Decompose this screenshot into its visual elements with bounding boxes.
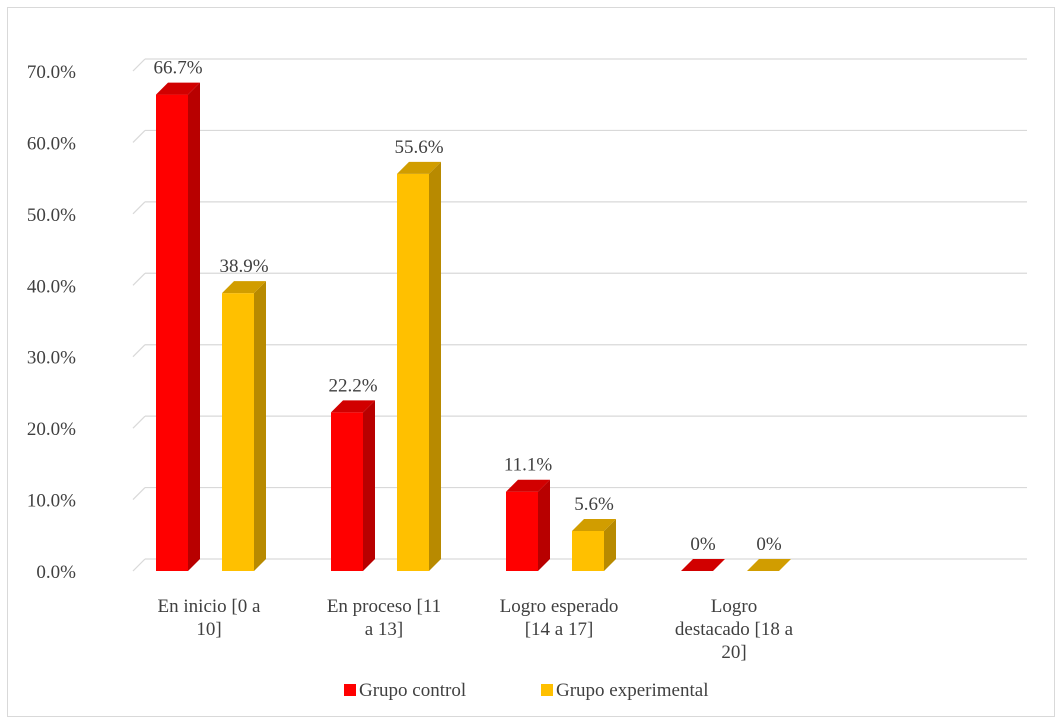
category-label-line: a 13]: [365, 619, 404, 640]
bar: [681, 559, 725, 571]
legend-swatch: [541, 684, 553, 696]
category-label: En proceso [11 a 13]: [327, 596, 441, 640]
gridlines: [132, 58, 1027, 572]
gridline-diagonal: [132, 130, 146, 143]
bar-top: [572, 519, 616, 531]
category-label-line: [14 a 17]: [525, 619, 594, 640]
bar-top: [331, 400, 375, 413]
y-tick-label: 50.0%: [27, 205, 76, 226]
category-label-line: En proceso [11: [327, 596, 441, 617]
bar-top: [397, 161, 441, 174]
data-label: 0%: [756, 534, 782, 555]
y-tick-label: 30.0%: [27, 348, 76, 369]
gridline-diagonal: [132, 344, 146, 358]
y-tick-label: 60.0%: [27, 133, 76, 154]
y-tick-label: 40.0%: [27, 276, 76, 297]
bar-front: [331, 412, 363, 571]
bar-front: [572, 531, 604, 571]
bar-side: [604, 519, 616, 571]
data-label: 38.9%: [219, 256, 268, 277]
bar-top: [222, 281, 266, 294]
category-labels: En inicio [0 a 10] En proceso [11 a 13] Logr…: [158, 596, 794, 663]
category-label: Logro esperado [14 a 17]: [500, 596, 619, 640]
chart-frame: 0.0% 10.0% 20.0% 30.0% 40.0% 50.0% 60.0% 70.0% …: [7, 7, 1055, 717]
bar: [156, 82, 200, 572]
bar: [572, 519, 616, 571]
bar-side: [363, 400, 375, 571]
bar: [747, 559, 791, 571]
gridline-diagonal: [132, 272, 146, 286]
bar-top: [506, 479, 550, 492]
bar-side: [254, 281, 266, 571]
category-label-line: Logro: [711, 596, 757, 617]
category-label-line: 20]: [721, 642, 746, 663]
bar: [331, 400, 375, 571]
data-label: 5.6%: [574, 494, 614, 515]
category-label-line: destacado [18 a: [675, 619, 794, 640]
bar-side: [538, 479, 550, 571]
legend-label: Grupo control: [359, 680, 466, 701]
bar-front: [506, 491, 538, 571]
bar-front: [156, 94, 188, 572]
bar-side: [188, 82, 200, 572]
data-label: 11.1%: [504, 455, 553, 476]
bar: [397, 161, 441, 571]
legend-label: Grupo experimental: [556, 680, 708, 701]
data-label: 0%: [690, 534, 716, 555]
gridline-diagonal: [132, 558, 146, 572]
bar-chart: 0.0%10.0%20.0%30.0%40.0%50.0%60.0%70.0% …: [27, 58, 1027, 701]
legend-swatch: [344, 684, 356, 696]
bar: [506, 479, 550, 571]
y-tick-label: 10.0%: [27, 491, 76, 512]
bars: [156, 82, 791, 572]
category-label-line: En inicio [0 a: [158, 596, 261, 617]
bar-side: [429, 161, 441, 571]
bar-front: [222, 293, 254, 571]
y-tick-label: 20.0%: [27, 419, 76, 440]
gridline-diagonal: [132, 201, 146, 215]
gridline-diagonal: [132, 487, 146, 500]
category-label-line: 10]: [196, 619, 221, 640]
y-axis-ticks: 0.0% 10.0% 20.0% 30.0% 40.0% 50.0% 60.0% 70.0%: [27, 62, 76, 583]
y-tick-label: 70.0%: [27, 62, 76, 83]
y-tick-label: 0.0%: [36, 562, 76, 583]
bar-top: [747, 559, 791, 571]
bar-top: [681, 559, 725, 571]
data-labels: 66.7% 22.2% 11.1% 0% 38.9% 55.6% 5.6% 0%: [153, 58, 781, 555]
gridline-diagonal: [132, 58, 146, 72]
bar-front: [397, 173, 429, 571]
gridline-diagonal: [132, 415, 146, 429]
bar-top: [156, 82, 200, 95]
data-label: 22.2%: [328, 375, 377, 396]
category-label: Logro destacado [18 a 20]: [675, 596, 794, 663]
legend: Grupo control Grupo experimental: [344, 680, 708, 701]
data-label: 55.6%: [394, 137, 443, 158]
category-label-line: Logro esperado: [500, 596, 619, 617]
bar: [222, 281, 266, 571]
category-label: En inicio [0 a 10]: [158, 596, 261, 640]
data-label: 66.7%: [153, 58, 202, 79]
